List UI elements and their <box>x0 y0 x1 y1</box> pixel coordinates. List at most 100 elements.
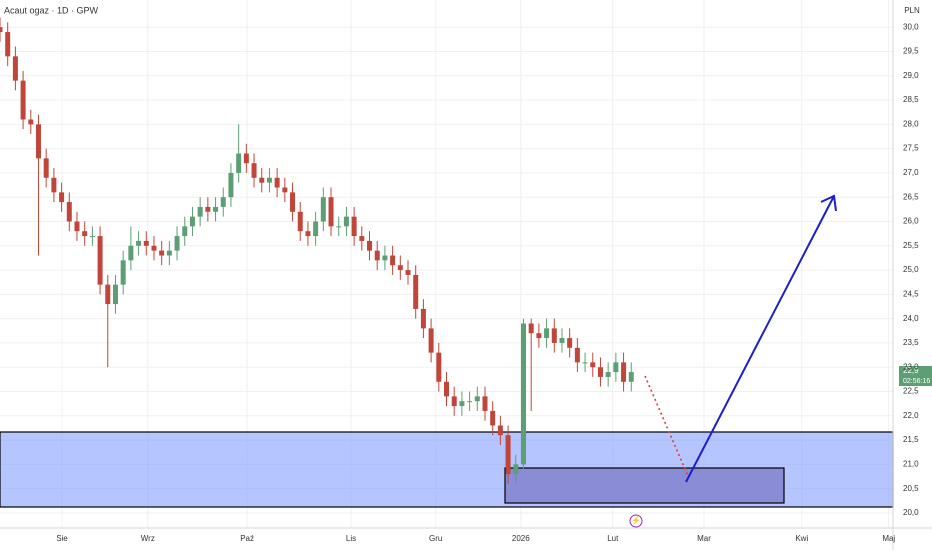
y-tick-label: 24,0 <box>903 314 919 323</box>
candle-body <box>243 153 249 164</box>
candle-body <box>536 333 542 339</box>
candle-body <box>166 250 172 256</box>
y-tick-label: 23,5 <box>903 338 919 347</box>
candle-body <box>89 236 95 238</box>
candle-body <box>5 32 11 57</box>
candle-body <box>159 250 165 256</box>
candle-body <box>520 323 526 465</box>
x-tick-label: Mar <box>697 534 711 543</box>
x-tick-label: Maj <box>882 534 895 543</box>
candle-body <box>59 192 65 203</box>
candle-body <box>228 172 234 198</box>
candle-body <box>567 338 573 348</box>
candle-body <box>51 177 57 193</box>
candle-body <box>436 352 442 382</box>
candle-body <box>259 177 265 183</box>
y-tick-label: 20,5 <box>903 484 919 493</box>
candle-body <box>367 240 373 251</box>
candle-body <box>590 362 596 368</box>
y-tick-label: 29,0 <box>903 71 919 80</box>
candle-body <box>336 226 342 228</box>
chart-title: Acaut ogaz · 1D · GPW <box>4 5 99 15</box>
candle-body <box>213 206 219 212</box>
last-price-box <box>899 366 932 386</box>
candle-body <box>189 216 195 227</box>
countdown: 02:56:16 <box>903 378 930 385</box>
candle-body <box>197 206 203 217</box>
candle-body <box>559 338 565 343</box>
candle-body <box>282 187 288 193</box>
candle-body <box>66 202 72 222</box>
candle-body <box>621 362 627 382</box>
candle-body <box>28 119 34 125</box>
candle-body <box>136 240 142 246</box>
candle-body <box>551 328 557 343</box>
candle-body <box>351 216 357 237</box>
candle-body <box>328 197 334 227</box>
x-tick-label: Gru <box>429 534 442 543</box>
candle-body <box>320 197 326 222</box>
candle-body <box>313 221 319 237</box>
y-tick-label: 30,0 <box>903 22 919 31</box>
y-tick-label: 27,5 <box>903 144 919 153</box>
candle-body <box>467 401 473 403</box>
x-tick-label: Wrz <box>141 534 155 543</box>
candle-body <box>374 250 380 261</box>
candle-body <box>613 362 619 373</box>
candle-body <box>151 245 157 251</box>
candle-body <box>343 216 349 227</box>
candle-body <box>582 362 588 364</box>
candle-body <box>74 221 80 232</box>
candle-body <box>597 367 603 377</box>
y-tick-label: 21,5 <box>903 435 919 444</box>
candle-body <box>390 255 396 266</box>
candle-body <box>35 124 41 159</box>
y-tick-label: 22,0 <box>903 411 919 420</box>
candle-body <box>490 410 496 426</box>
event-icon-glyph: ⚡ <box>631 515 641 525</box>
currency: PLN <box>904 6 920 15</box>
candle-body <box>274 177 280 188</box>
y-tick-label: 20,0 <box>903 508 919 517</box>
candle-body <box>528 323 534 334</box>
candle-body <box>143 240 149 246</box>
candle-body <box>513 464 519 475</box>
candle-body <box>397 265 403 271</box>
candle-body <box>266 177 272 183</box>
candle-body <box>251 163 257 178</box>
y-tick-label: 25,0 <box>903 265 919 274</box>
candle-body <box>451 396 457 407</box>
candle-body <box>205 206 211 212</box>
candle-body <box>182 226 188 237</box>
candle-body <box>628 372 634 382</box>
candle-body <box>305 231 311 237</box>
candle-body <box>128 245 134 261</box>
y-tick-label: 29,5 <box>903 47 919 56</box>
event-icon[interactable] <box>629 514 643 528</box>
y-tick-label: 26,0 <box>903 217 919 226</box>
candle-body <box>97 236 103 285</box>
last-price-label: 22,9 <box>903 366 919 375</box>
candle-body <box>290 192 296 212</box>
candle-body <box>174 236 180 251</box>
candle-body <box>574 347 580 363</box>
y-tick-label: 24,5 <box>903 289 919 298</box>
candle-body <box>482 396 488 411</box>
candle-body <box>112 284 118 305</box>
x-tick-label: Lis <box>346 534 356 543</box>
projection-dotted <box>644 375 689 477</box>
candle-body <box>428 328 434 353</box>
x-tick-label: Kwi <box>795 534 808 543</box>
candle-body <box>359 236 365 241</box>
y-tick-label: 28,0 <box>903 119 919 128</box>
candle-body <box>236 153 242 173</box>
y-tick-label: 23,0 <box>903 362 919 371</box>
candle-body <box>43 158 49 178</box>
candle-body <box>413 274 419 309</box>
y-tick-label: 25,5 <box>903 241 919 250</box>
x-tick-label: Lut <box>607 534 619 543</box>
candle-body <box>505 435 511 475</box>
x-tick-label: 2026 <box>512 534 530 543</box>
projection-arrow <box>685 195 835 483</box>
